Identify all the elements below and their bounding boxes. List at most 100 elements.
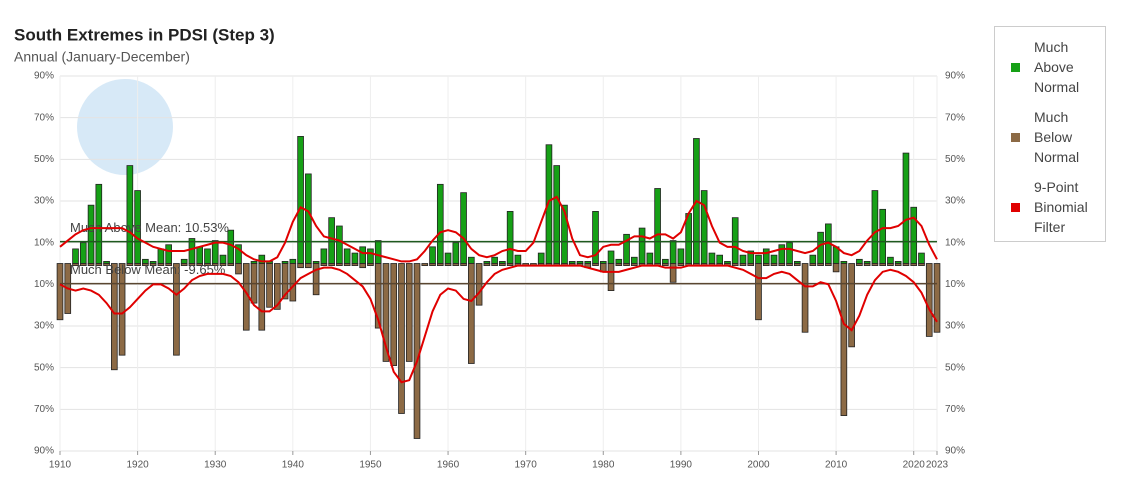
y-tick-label: 50%: [34, 362, 54, 373]
y-tick-label: 50%: [34, 154, 54, 165]
annotation: Much Above Mean: 10.53%: [70, 220, 229, 235]
x-tick-label: 1950: [359, 460, 382, 471]
bar: [879, 263, 886, 266]
bar: [196, 246, 204, 264]
bar: [460, 263, 467, 266]
x-tick-label: 1990: [670, 460, 693, 471]
annotation: Much Below Mean: -9.65%: [70, 262, 226, 277]
bar: [483, 263, 491, 266]
bar: [809, 254, 817, 264]
bar: [871, 263, 879, 266]
bar: [79, 263, 87, 266]
bar: [817, 263, 824, 266]
bar: [491, 263, 498, 266]
bar: [902, 152, 910, 264]
bar: [398, 263, 405, 414]
y2-tick-label: 30%: [945, 196, 965, 207]
legend-label: 9-Point Binomial Filter: [1034, 179, 1088, 235]
bar: [452, 242, 460, 264]
y-tick-label: 70%: [34, 404, 54, 415]
bar: [677, 263, 685, 266]
bar: [157, 263, 165, 266]
bar: [762, 248, 770, 264]
x-tick-label: 1940: [282, 460, 305, 471]
bar: [468, 263, 475, 364]
bar: [879, 208, 886, 264]
bar: [739, 254, 747, 264]
bar: [444, 263, 452, 266]
legend-label: Much Below Normal: [1034, 109, 1080, 165]
bar: [669, 240, 677, 264]
x-tick-label: 1930: [204, 460, 227, 471]
bar: [452, 263, 460, 266]
bar: [607, 250, 615, 264]
y-tick-label: 90%: [34, 446, 54, 457]
y-tick-label: 70%: [34, 112, 54, 123]
bar: [165, 244, 172, 264]
bar: [856, 258, 863, 264]
bar: [320, 263, 328, 266]
legend-label: Much Above Normal: [1034, 39, 1080, 95]
bar: [297, 263, 304, 269]
bar: [351, 263, 359, 266]
bar: [359, 246, 366, 264]
legend: Much Above Normal Much Below Normal 9-Poin…: [994, 26, 1106, 242]
chart-title: South Extremes in PDSI (Step 3): [14, 25, 275, 44]
y-tick-label: 10%: [34, 237, 54, 248]
x-tick-label: 1960: [437, 460, 460, 471]
bar: [273, 263, 281, 310]
bar: [770, 263, 778, 266]
bar: [832, 263, 840, 273]
legend-item[interactable]: 9-Point Binomial Filter: [1011, 177, 1105, 237]
bar: [460, 192, 467, 264]
bar: [840, 263, 848, 416]
bar: [312, 263, 320, 296]
bar: [103, 263, 110, 266]
legend-item[interactable]: Much Below Normal: [1011, 107, 1105, 167]
bar: [662, 258, 669, 264]
bar: [677, 248, 685, 264]
bar: [289, 258, 297, 264]
legend-swatch: [1011, 62, 1020, 72]
chart: South Extremes in PDSI (Step 3) Annual (…: [14, 25, 965, 471]
bar: [755, 254, 762, 264]
legend-swatch: [1011, 202, 1020, 212]
bar: [421, 263, 429, 266]
bar: [297, 136, 304, 264]
bar: [654, 188, 661, 264]
y2-tick-label: 10%: [945, 279, 965, 290]
bar: [770, 254, 778, 264]
bar: [126, 165, 134, 264]
bar: [871, 190, 879, 264]
bar: [856, 263, 863, 266]
bar: [537, 252, 545, 264]
y-tick-label: 10%: [34, 279, 54, 290]
bar: [320, 248, 328, 264]
bar: [72, 263, 79, 266]
bar: [731, 263, 739, 266]
bar: [374, 263, 382, 329]
x-tick-label: 1980: [592, 460, 615, 471]
bar: [211, 263, 219, 266]
bar: [118, 263, 126, 356]
bar: [328, 217, 335, 264]
y2-tick-label: 90%: [945, 71, 965, 82]
y2-tick-label: 90%: [945, 446, 965, 457]
bar: [669, 263, 677, 283]
bar: [281, 263, 289, 300]
legend-item[interactable]: Much Above Normal: [1011, 37, 1105, 97]
bar: [863, 263, 871, 266]
x-tick-label: 1920: [126, 460, 149, 471]
bar: [708, 252, 716, 264]
bar: [631, 256, 638, 264]
y2-tick-label: 50%: [945, 154, 965, 165]
bar: [95, 263, 103, 266]
bar: [413, 263, 421, 439]
bar: [87, 263, 95, 266]
bar: [918, 263, 925, 266]
x-tick-label: 2023: [926, 460, 949, 471]
filter-line: [59, 195, 938, 263]
x-tick-label: 1970: [515, 460, 538, 471]
bar: [755, 263, 762, 321]
